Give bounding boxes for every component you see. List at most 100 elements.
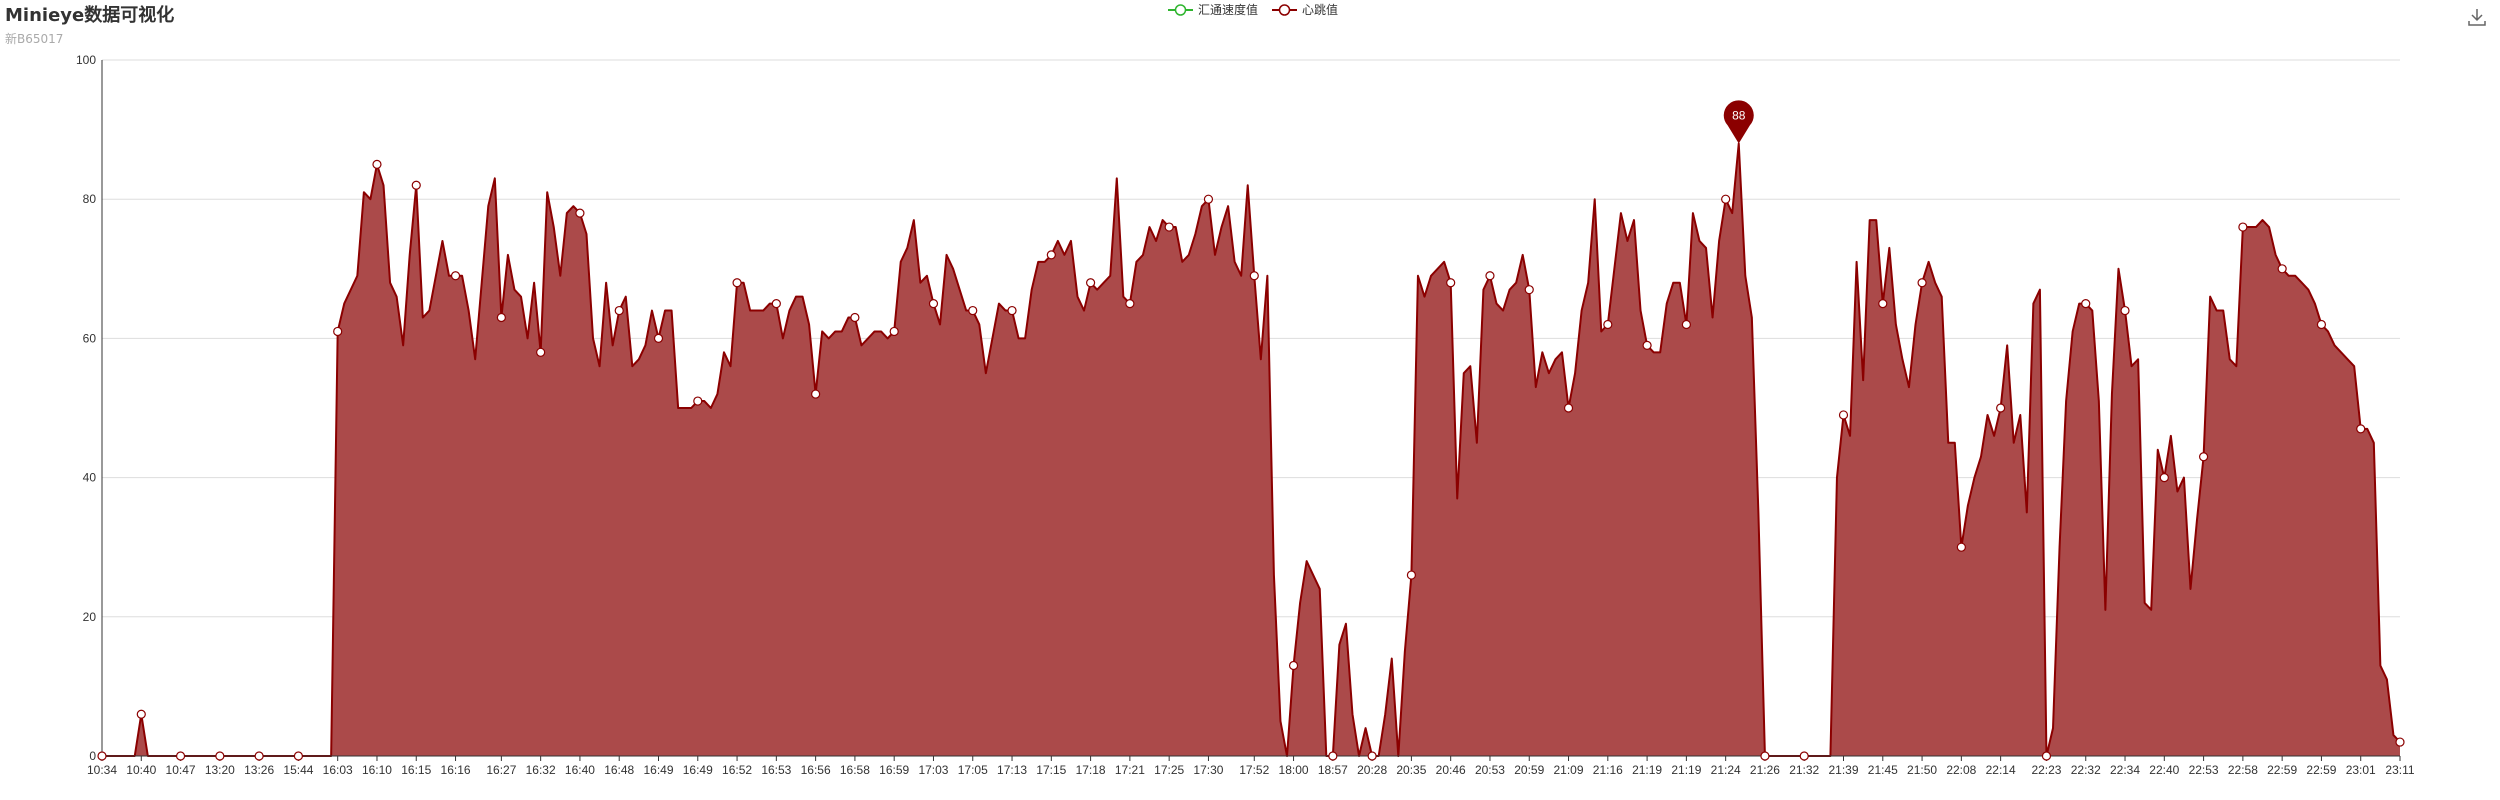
x-tick-label: 22:32	[2071, 763, 2101, 777]
data-point	[2395, 737, 2405, 747]
x-tick-label: 22:53	[2189, 763, 2219, 777]
data-point	[1288, 660, 1299, 671]
data-point	[1046, 250, 1056, 260]
data-point	[928, 299, 939, 309]
data-point	[536, 347, 546, 357]
x-tick-label: 21:26	[1750, 763, 1780, 777]
x-tick-label: 16:53	[761, 763, 791, 777]
x-tick-label: 22:23	[2031, 763, 2061, 777]
data-point	[693, 396, 703, 406]
data-point	[2277, 264, 2287, 274]
data-point	[254, 751, 264, 761]
data-point	[1524, 285, 1534, 295]
download-icon[interactable]	[2466, 6, 2488, 28]
x-tick-label: 17:30	[1193, 763, 1223, 777]
data-point	[1367, 751, 1377, 761]
legend: 汇通速度值 心跳值	[1168, 1, 1338, 18]
x-tick-label: 16:52	[722, 763, 752, 777]
data-point	[1681, 319, 1691, 330]
chart-subtitle: 新B65017	[5, 32, 64, 46]
x-tick-label: 10:34	[87, 763, 117, 777]
x-tick-label: 17:13	[997, 763, 1027, 777]
data-point	[2356, 424, 2366, 434]
data-point	[1563, 403, 1574, 413]
data-point	[1485, 271, 1495, 281]
x-tick-label: 16:58	[840, 763, 870, 777]
data-point	[2159, 473, 2169, 483]
data-point	[333, 326, 343, 337]
x-tick-label: 17:52	[1239, 763, 1269, 777]
data-point	[1760, 751, 1770, 761]
data-point	[1007, 305, 1017, 316]
data-point	[653, 333, 664, 343]
data-point	[2120, 305, 2130, 316]
data-point	[575, 208, 585, 218]
x-tick-label: 17:21	[1115, 763, 1145, 777]
chart-title: Minieye数据可视化	[5, 5, 175, 26]
max-value-pin	[1723, 100, 1754, 144]
data-point	[2041, 751, 2052, 761]
x-tick-label: 22:34	[2110, 763, 2140, 777]
data-point	[215, 751, 225, 761]
data-point	[968, 305, 978, 316]
data-point	[496, 312, 506, 323]
data-point	[1446, 278, 1456, 288]
x-tick-label: 20:46	[1436, 763, 1466, 777]
legend-line-marker-icon	[1272, 3, 1298, 16]
data-point	[1721, 194, 1731, 204]
x-tick-label: 23:11	[2385, 763, 2414, 777]
x-tick-label: 17:05	[958, 763, 988, 777]
x-tick-label: 22:59	[2306, 763, 2336, 777]
data-point	[2316, 319, 2327, 330]
x-tick-label: 13:20	[205, 763, 235, 777]
data-point	[850, 312, 860, 323]
x-tick-label: 16:48	[604, 763, 634, 777]
x-tick-label: 17:18	[1076, 763, 1106, 777]
x-tick-label: 16:10	[362, 763, 392, 777]
data-point	[1085, 278, 1096, 288]
legend-item-heartbeat[interactable]: 心跳值	[1272, 1, 1338, 18]
data-point	[450, 271, 461, 281]
data-point	[136, 709, 146, 719]
x-tick-label: 21:19	[1671, 763, 1701, 777]
legend-item-speed[interactable]: 汇通速度值	[1168, 1, 1258, 18]
x-tick-label: 20:53	[1475, 763, 1505, 777]
data-point	[293, 751, 304, 761]
x-tick-label: 22:59	[2267, 763, 2297, 777]
data-point	[2081, 299, 2091, 309]
data-point	[1203, 194, 1214, 204]
data-point	[1328, 751, 1338, 761]
data-point	[1642, 340, 1652, 350]
x-tick-label: 20:35	[1396, 763, 1426, 777]
data-point	[889, 326, 899, 337]
x-tick-label: 17:15	[1036, 763, 1066, 777]
x-tick-label: 21:24	[1711, 763, 1741, 777]
data-point	[1249, 271, 1259, 281]
data-point	[1406, 570, 1417, 580]
x-tick-label: 21:32	[1789, 763, 1819, 777]
y-tick-label: 0	[89, 749, 96, 763]
x-tick-label: 22:40	[2149, 763, 2179, 777]
x-tick-label: 16:49	[683, 763, 713, 777]
y-tick-label: 20	[83, 610, 97, 624]
data-point	[614, 305, 624, 316]
x-tick-label: 16:27	[486, 763, 516, 777]
series-line-heartbeat	[102, 142, 2401, 757]
data-point	[1956, 542, 1966, 552]
legend-label-speed: 汇通速度值	[1198, 3, 1259, 17]
x-tick-label: 18:57	[1318, 763, 1348, 777]
series-area-heartbeat	[102, 143, 2400, 756]
data-point	[1125, 299, 1135, 309]
x-tick-label: 16:49	[643, 763, 673, 777]
data-point	[2238, 222, 2248, 232]
x-tick-label: 21:09	[1554, 763, 1584, 777]
x-tick-label: 16:03	[323, 763, 353, 777]
data-point	[97, 751, 107, 761]
x-tick-label: 10:47	[166, 763, 196, 777]
data-point	[811, 389, 821, 399]
data-point	[175, 751, 186, 761]
data-point	[372, 159, 382, 169]
y-tick-label: 100	[76, 53, 96, 67]
x-tick-label: 21:45	[1868, 763, 1898, 777]
